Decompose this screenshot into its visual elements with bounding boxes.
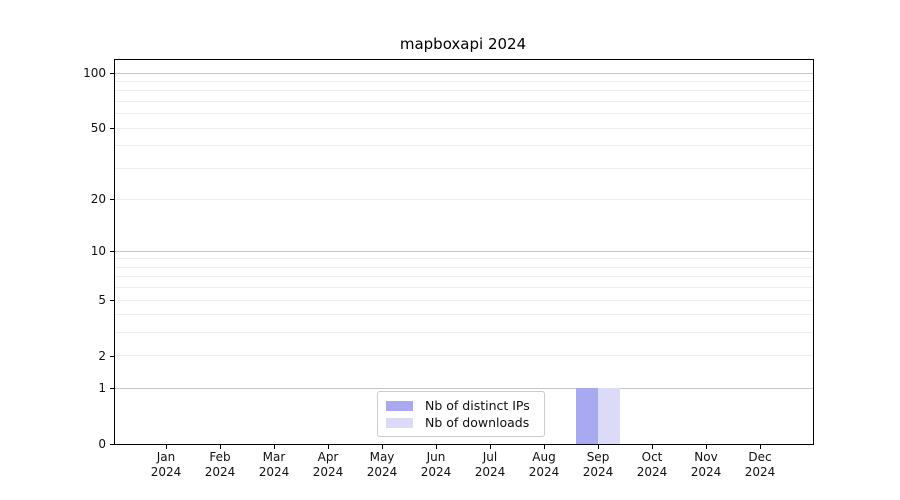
x-tick-month: Jul [482, 450, 498, 464]
x-tick [598, 445, 599, 449]
legend-swatch [386, 417, 413, 428]
x-tick-month: Apr [317, 450, 339, 464]
y-gridline-major [115, 387, 813, 389]
y-gridline-major [115, 72, 813, 74]
x-tick-month: Sep [586, 450, 610, 464]
legend-label: Nb of distinct IPs [425, 398, 530, 413]
x-tick-year: 2024 [528, 465, 560, 479]
chart-title: mapboxapi 2024 [399, 35, 527, 53]
x-tick-label: Apr 2024 [300, 450, 356, 480]
y-gridline-minor [115, 81, 813, 83]
y-gridline-minor [115, 276, 813, 278]
x-tick-label: Jul 2024 [462, 450, 518, 480]
y-tick [110, 128, 114, 130]
x-tick [706, 445, 707, 449]
y-tick-label: 2 [98, 348, 106, 363]
y-gridline-minor [115, 299, 813, 301]
y-gridline-minor [115, 113, 813, 115]
y-tick [110, 300, 114, 302]
x-tick-month: Feb [209, 450, 231, 464]
x-tick-label: Oct 2024 [624, 450, 680, 480]
y-gridline-minor [115, 100, 813, 102]
x-tick-label: Mar 2024 [246, 450, 302, 480]
x-tick-year: 2024 [744, 465, 776, 479]
x-tick-month: Jun [426, 450, 446, 464]
x-tick-month: May [369, 450, 395, 464]
y-gridline-minor [115, 355, 813, 357]
y-gridline-minor [115, 127, 813, 129]
x-tick-year: 2024 [636, 465, 668, 479]
x-tick-month: Dec [748, 450, 772, 464]
x-tick-year: 2024 [582, 465, 614, 479]
x-tick-label: Sep 2024 [570, 450, 626, 480]
x-tick-year: 2024 [366, 465, 398, 479]
y-gridline-minor [115, 266, 813, 268]
y-gridline-minor [115, 314, 813, 316]
x-tick-year: 2024 [150, 465, 182, 479]
x-tick-month: Nov [694, 450, 718, 464]
bar [576, 388, 598, 444]
x-tick-label: May 2024 [354, 450, 410, 480]
x-tick-month: Jan [156, 450, 176, 464]
legend-label: Nb of downloads [425, 415, 530, 430]
bar [598, 388, 620, 444]
y-tick-label: 10 [90, 244, 106, 259]
x-tick [382, 445, 383, 449]
plot-area: 0 1 2 5 10 20 50 100 Jan 2024 Feb 2024 Mar 2024 Apr 202… [83, 59, 814, 479]
x-tick [760, 445, 761, 449]
y-tick [110, 444, 114, 445]
x-tick-label: Jun 2024 [408, 450, 464, 480]
x-tick [274, 445, 275, 449]
x-tick [436, 445, 437, 449]
y-gridline-minor [115, 198, 813, 200]
y-gridline-minor [115, 167, 813, 169]
x-tick-year: 2024 [312, 465, 344, 479]
y-tick-label: 0 [98, 437, 106, 451]
x-tick-label: Jan 2024 [138, 450, 194, 480]
y-gridline-major [115, 250, 813, 252]
y-tick [110, 251, 114, 253]
y-gridline-minor [115, 145, 813, 147]
legend-swatch [386, 400, 413, 411]
x-tick-label: Nov 2024 [678, 450, 734, 480]
y-tick-label: 5 [98, 293, 106, 308]
x-tick-label: Dec 2024 [732, 450, 788, 480]
x-tick [544, 445, 545, 449]
x-tick [490, 445, 491, 449]
x-tick [652, 445, 653, 449]
y-gridline-minor [115, 258, 813, 260]
x-tick [220, 445, 221, 449]
y-gridline-minor [115, 332, 813, 334]
y-tick [110, 199, 114, 201]
legend: Nb of distinct IPs Nb of downloads [377, 391, 545, 437]
x-tick-year: 2024 [258, 465, 290, 479]
x-tick-label: Feb 2024 [192, 450, 248, 480]
x-tick-month: Aug [532, 450, 556, 464]
y-tick-label: 100 [83, 66, 106, 81]
x-tick-month: Oct [641, 450, 663, 464]
legend-row: Nb of downloads [386, 414, 536, 431]
y-tick [110, 73, 114, 75]
x-tick-label: Aug 2024 [516, 450, 572, 480]
x-tick-year: 2024 [204, 465, 236, 479]
legend-row: Nb of distinct IPs [386, 397, 536, 414]
y-tick-label: 1 [98, 381, 106, 396]
y-gridline-minor [115, 90, 813, 92]
y-gridline-minor [115, 287, 813, 289]
y-tick [110, 355, 114, 357]
x-tick-month: Mar [262, 450, 286, 464]
x-tick-year: 2024 [474, 465, 506, 479]
x-tick-year: 2024 [690, 465, 722, 479]
y-tick [110, 388, 114, 390]
y-tick-label: 50 [90, 121, 106, 136]
x-tick-year: 2024 [420, 465, 452, 479]
x-tick [328, 445, 329, 449]
y-tick-label: 20 [90, 192, 106, 207]
x-tick [166, 445, 167, 449]
